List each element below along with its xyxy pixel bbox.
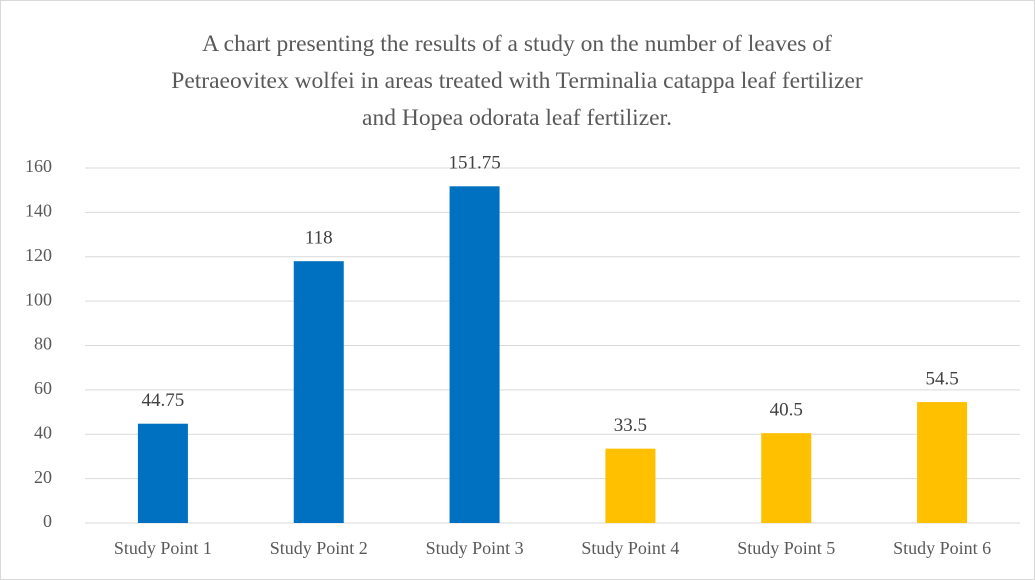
y-tick-label: 120 [25, 245, 52, 265]
data-label: 54.5 [925, 368, 958, 389]
y-tick-label: 0 [43, 511, 52, 531]
bar [605, 448, 656, 523]
data-label: 151.75 [448, 153, 500, 174]
x-tick-label: Study Point 3 [426, 538, 524, 558]
data-label: 33.5 [614, 415, 647, 436]
bar [137, 423, 188, 523]
y-tick-label: 40 [34, 422, 52, 442]
y-tick-label: 60 [34, 378, 52, 398]
x-tick-label: Study Point 2 [270, 538, 368, 558]
y-tick-label: 100 [25, 289, 52, 309]
data-label: 40.5 [770, 400, 803, 421]
x-tick-label: Study Point 4 [581, 538, 679, 558]
y-tick-label: 160 [25, 156, 52, 176]
data-label: 44.75 [142, 390, 185, 411]
data-label: 118 [305, 228, 333, 249]
chart-title: A chart presenting the results of a stud… [171, 31, 863, 131]
bar [449, 186, 500, 523]
bar [293, 261, 344, 523]
y-tick-label: 80 [34, 334, 52, 354]
bar [917, 402, 968, 523]
y-tick-label: 140 [25, 201, 52, 221]
x-tick-label: Study Point 6 [893, 538, 991, 558]
x-tick-label: Study Point 5 [737, 538, 835, 558]
y-tick-label: 20 [34, 467, 52, 487]
bar [761, 433, 812, 523]
x-tick-label: Study Point 1 [114, 538, 212, 558]
